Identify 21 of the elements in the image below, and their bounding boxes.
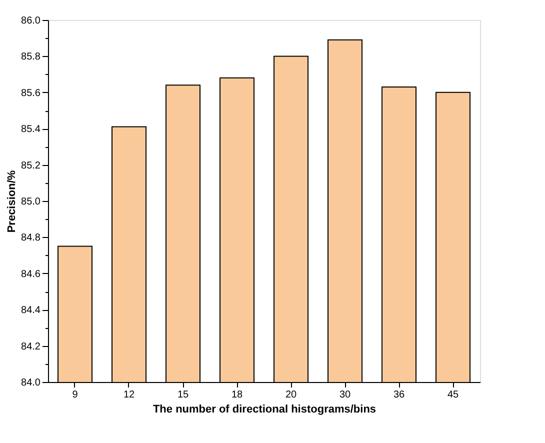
y-axis-title: Precision/% [6, 170, 18, 233]
y-tick-label: 85.2 [21, 160, 41, 172]
x-axis-title: The number of directional histograms/bins [152, 404, 376, 416]
x-tick-label: 45 [447, 390, 459, 400]
y-tick-label: 84.0 [21, 378, 41, 388]
x-tick-label: 20 [285, 390, 297, 400]
y-tick-label: 84.2 [21, 341, 41, 352]
y-tick-label: 85.6 [21, 88, 41, 99]
y-tick-label: 85.4 [21, 124, 41, 136]
x-tick-label: 15 [177, 390, 189, 400]
y-tick-label: 84.8 [21, 232, 41, 244]
x-tick-label: 12 [123, 390, 135, 400]
x-tick-label: 9 [72, 390, 78, 400]
x-tick-label: 36 [393, 390, 405, 400]
y-tick-label: 84.4 [21, 305, 41, 316]
y-tick-label: 86.0 [21, 16, 41, 26]
y-tick-label: 85.0 [21, 196, 41, 208]
x-tick-label: 30 [339, 390, 351, 400]
y-tick-label: 84.6 [21, 268, 41, 280]
y-tick-label: 85.8 [21, 52, 41, 63]
x-tick-label: 18 [231, 390, 243, 400]
